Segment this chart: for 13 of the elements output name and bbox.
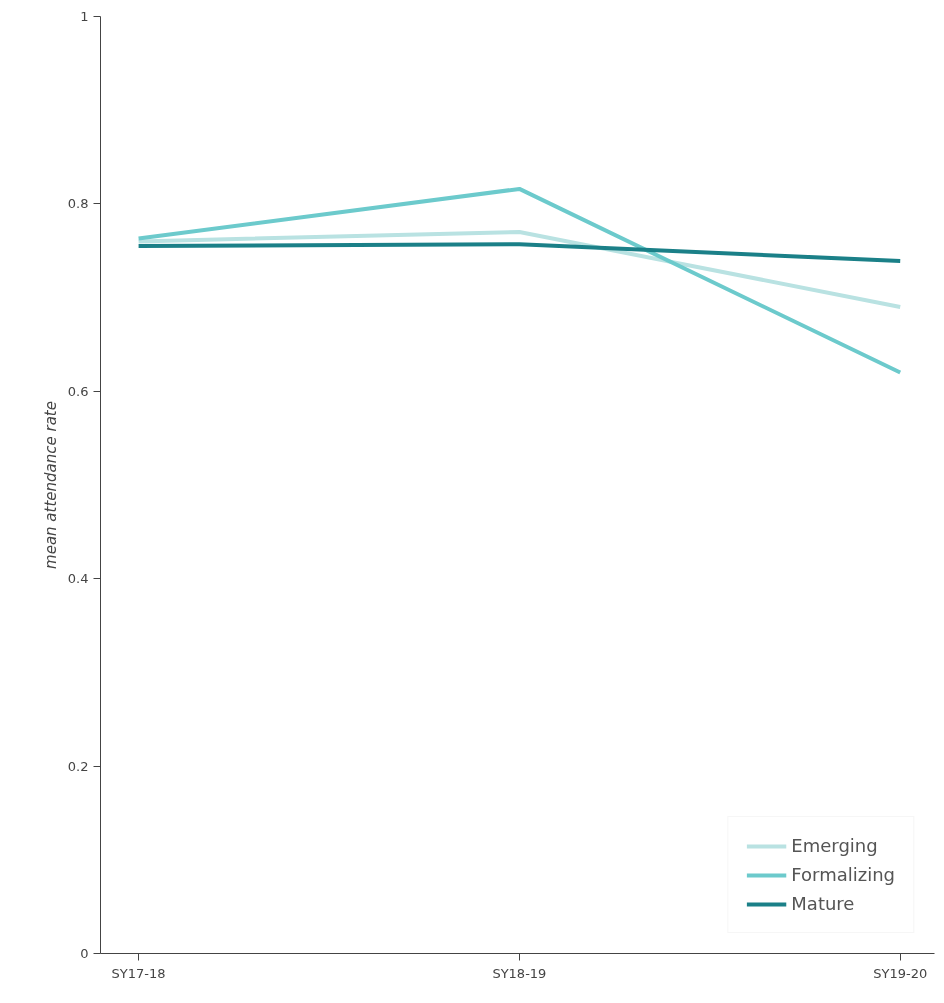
y-tick-label: 0.6 xyxy=(67,383,89,399)
x-tick-label: SY18-19 xyxy=(492,965,547,981)
x-tick-label: SY19-20 xyxy=(873,965,928,981)
y-tick-label: 0 xyxy=(80,946,89,961)
y-tick-label: 0.2 xyxy=(67,758,89,774)
y-axis-title: mean attendance rate xyxy=(41,401,60,569)
y-tick-label: 0.8 xyxy=(67,196,89,212)
y-tick-label: 0.4 xyxy=(67,571,89,587)
x-tick-label: SY17-18 xyxy=(111,965,166,981)
y-tick-label: 1 xyxy=(80,9,89,24)
legend-label: Mature xyxy=(791,893,855,914)
legend-label: Formalizing xyxy=(791,864,895,885)
legend-label: Emerging xyxy=(791,835,878,856)
